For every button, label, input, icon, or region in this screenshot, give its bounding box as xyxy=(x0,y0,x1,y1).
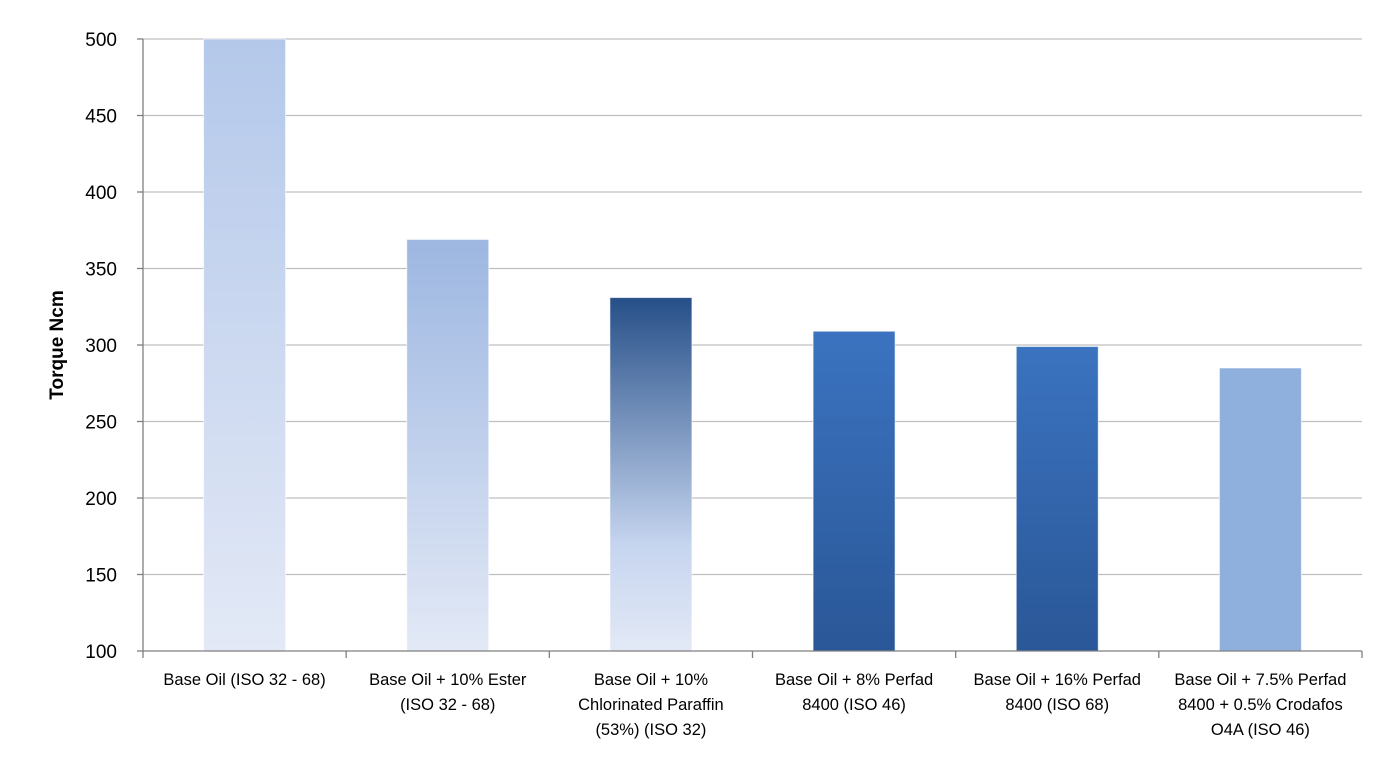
bar xyxy=(1218,367,1302,652)
gridlines xyxy=(143,38,1362,576)
bar xyxy=(203,38,287,652)
y-tick-label: 200 xyxy=(85,489,117,510)
y-tick-label: 350 xyxy=(85,260,117,281)
x-category-label: Base Oil + 10% Ester (ISO 32 - 68) xyxy=(369,671,527,714)
bar xyxy=(609,297,693,652)
y-tick-label: 250 xyxy=(85,413,117,434)
x-category-label: Base Oil (ISO 32 - 68) xyxy=(163,671,325,689)
y-axis-title: Torque Ncm xyxy=(47,290,68,399)
bars xyxy=(203,38,1302,652)
y-tick-label: 300 xyxy=(85,336,117,357)
bar xyxy=(406,238,490,652)
y-tick-label: 400 xyxy=(85,183,117,204)
y-tick-labels: 100 150 200 250 300 350 400 450 500 xyxy=(85,30,117,663)
y-tick-label: 500 xyxy=(85,30,117,51)
axes xyxy=(137,38,1363,658)
x-category-labels: Base Oil (ISO 32 - 68) Base Oil + 10% Est… xyxy=(163,671,1346,739)
y-tick-label: 150 xyxy=(85,566,117,587)
x-category-label: Base Oil + 8% Perfad 8400 (ISO 46) xyxy=(775,671,933,714)
x-category-label: Base Oil + 16% Perfad 8400 (ISO 68) xyxy=(974,671,1141,714)
bar xyxy=(812,330,896,652)
bar xyxy=(1015,346,1099,652)
y-tick-label: 450 xyxy=(85,107,117,128)
y-tick-label: 100 xyxy=(85,642,117,663)
x-category-label: Base Oil + 10% Chlorinated Paraffin (53%) … xyxy=(578,671,724,739)
x-category-label: Base Oil + 7.5% Perfad 8400 + 0.5% Crodaf… xyxy=(1174,671,1346,739)
